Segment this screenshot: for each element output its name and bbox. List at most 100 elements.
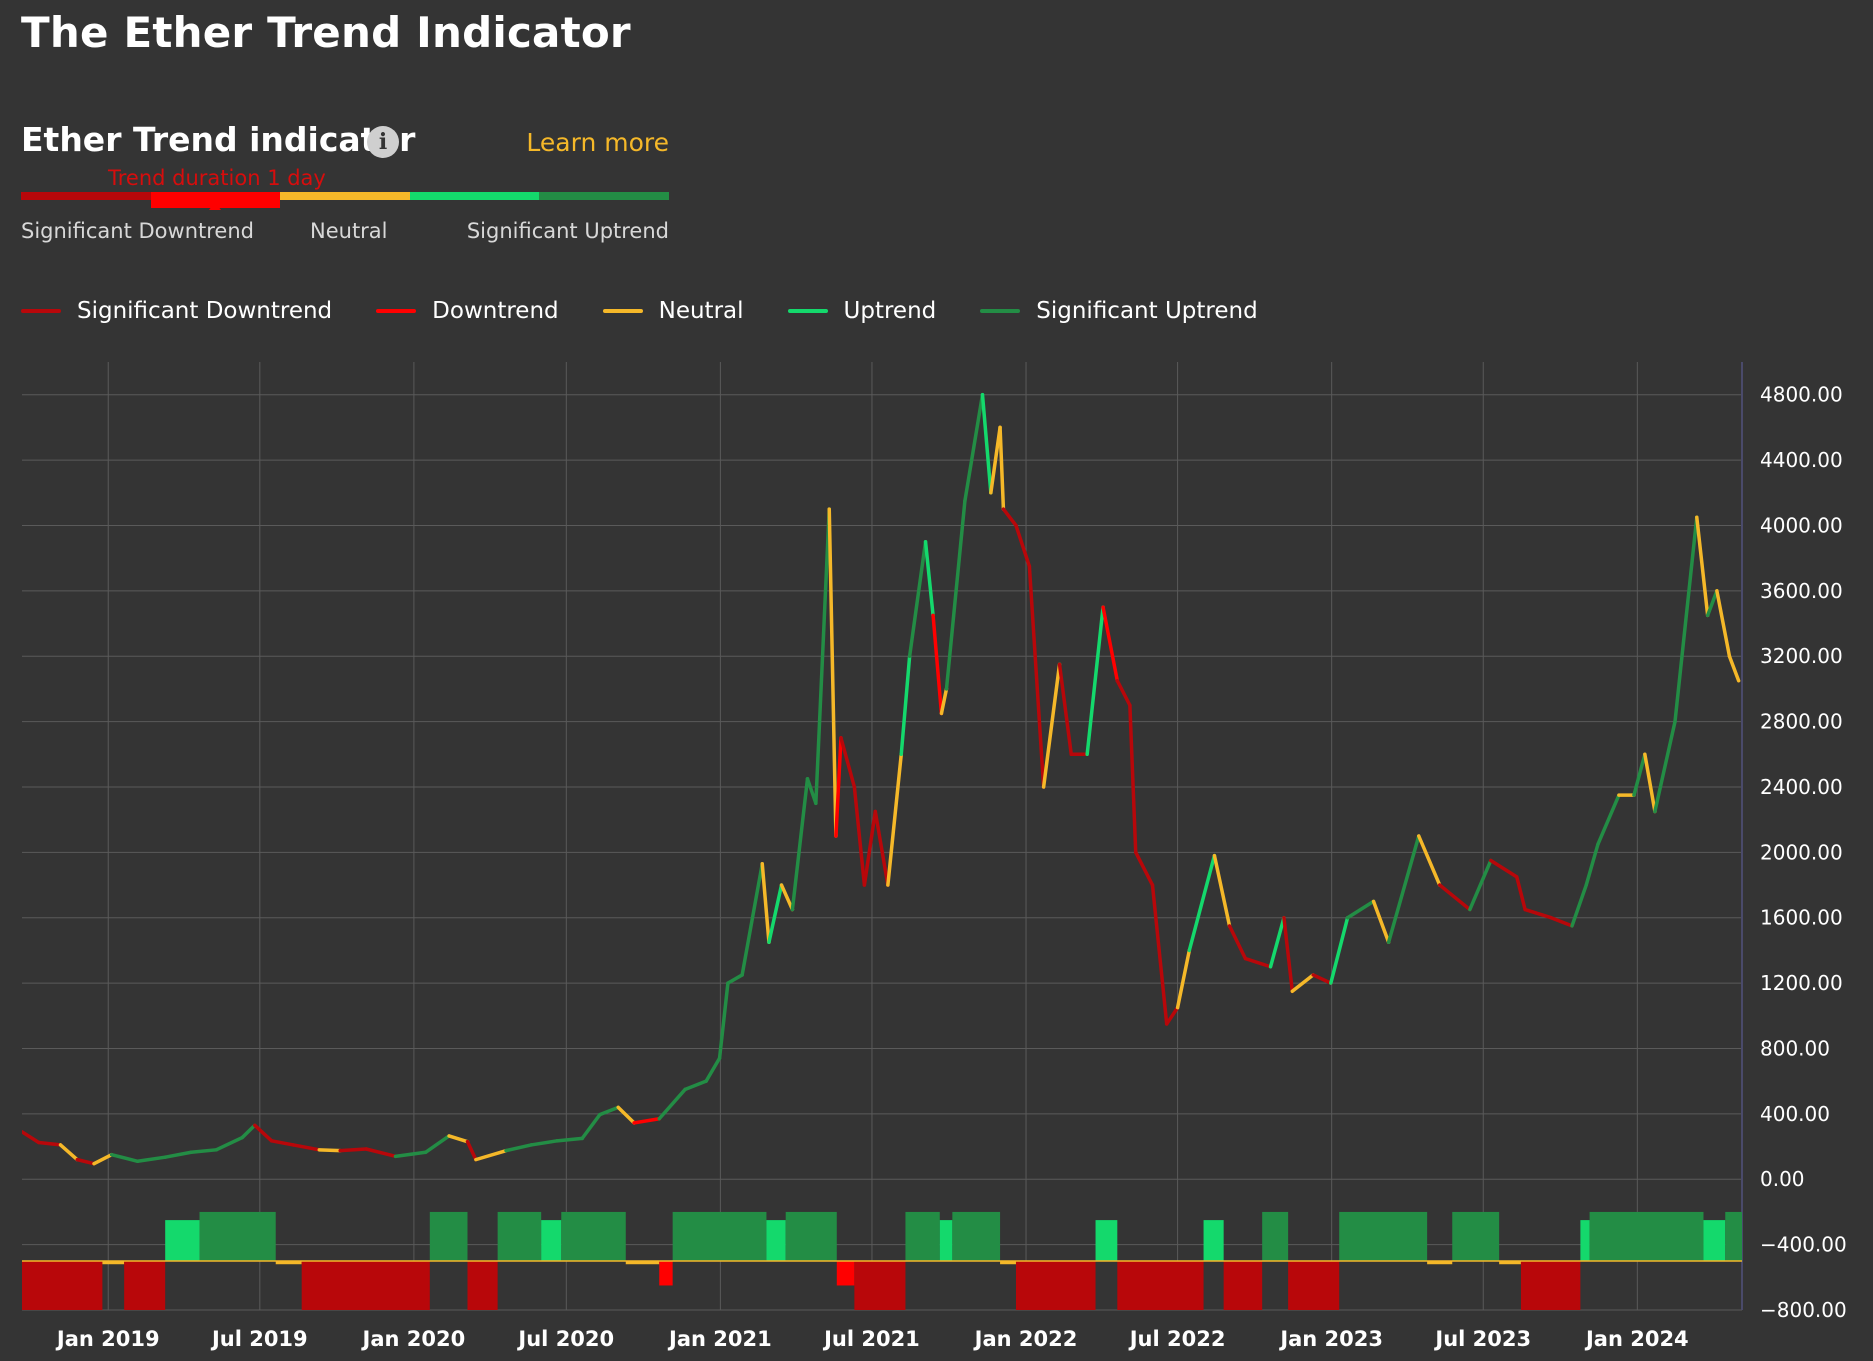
- y-tick-label: 2400.00: [1760, 775, 1843, 799]
- legend-item[interactable]: Significant Uptrend: [980, 298, 1258, 324]
- price-line-segment: [963, 392, 985, 503]
- price-line-segment: [1212, 853, 1232, 928]
- price-line-segment: [1014, 523, 1032, 569]
- price-line-segment: [1057, 662, 1074, 757]
- price-line-segment: [598, 1105, 620, 1117]
- trend-pointer-icon: [209, 202, 222, 210]
- trend-bar: [497, 1211, 542, 1261]
- price-line-segment: [814, 507, 831, 806]
- trend-bar: [275, 1260, 302, 1265]
- price-line-segment: [189, 1148, 219, 1155]
- price-line-segment: [886, 752, 904, 887]
- price-line-segment: [36, 1140, 63, 1147]
- trend-strength-bars: [22, 1211, 1742, 1310]
- legend-label: Uptrend: [843, 298, 937, 324]
- trend-bar: [1262, 1211, 1289, 1261]
- scale-label-significant-downtrend: Significant Downtrend: [21, 219, 254, 243]
- legend-item[interactable]: Uptrend: [787, 298, 937, 324]
- trend-bar: [1015, 1260, 1096, 1310]
- price-line-segment: [944, 499, 967, 691]
- legend-item[interactable]: Significant Downtrend: [21, 298, 332, 324]
- price-line-segment: [899, 654, 912, 757]
- trend-bar: [429, 1211, 468, 1261]
- y-tick-label: 2000.00: [1760, 840, 1843, 864]
- trend-scale-segment-significant-uptrend: [539, 192, 669, 200]
- trend-bar: [165, 1220, 200, 1261]
- price-line-segment: [135, 1155, 167, 1164]
- x-tick-label: Jan 2021: [667, 1327, 772, 1351]
- price-line-segment: [1695, 515, 1710, 618]
- legend-item[interactable]: Neutral: [602, 298, 744, 324]
- trend-bar: [836, 1260, 855, 1286]
- price-line-segment: [1371, 899, 1391, 944]
- price-line-segment: [827, 507, 838, 838]
- price-line-segment: [1027, 564, 1046, 789]
- price-line-segment: [1596, 793, 1621, 846]
- price-line-segment: [923, 540, 935, 618]
- price-line-segment: [1311, 973, 1333, 985]
- price-line-segment: [1489, 858, 1519, 879]
- trend-bar: [467, 1260, 498, 1310]
- price-line-segment: [989, 425, 1002, 495]
- price-line-segment: [240, 1123, 257, 1140]
- price-line-segment: [1468, 858, 1493, 912]
- y-tick-label: 4000.00: [1760, 513, 1843, 537]
- price-line-segment: [555, 1136, 584, 1143]
- price-line-segment: [1187, 853, 1217, 953]
- price-line-segment: [1549, 915, 1574, 928]
- legend-label: Significant Downtrend: [77, 298, 333, 324]
- price-line-segment: [1268, 915, 1286, 969]
- trend-bar: [1203, 1220, 1224, 1261]
- price-line-segment: [998, 425, 1006, 511]
- trend-bar: [22, 1260, 103, 1310]
- info-icon[interactable]: i: [367, 126, 399, 158]
- price-line-segment: [1523, 907, 1553, 920]
- price-line-segment: [760, 862, 771, 944]
- price-line-segment: [1227, 924, 1248, 961]
- price-line-segment: [163, 1150, 193, 1159]
- price-line-segment: [1643, 752, 1657, 814]
- y-tick-label: 2800.00: [1760, 710, 1843, 734]
- trend-bar: [301, 1260, 430, 1310]
- price-line-segment: [657, 1087, 687, 1121]
- trend-bar: [766, 1220, 786, 1261]
- trend-bar: [905, 1211, 940, 1261]
- price-line-segment: [1133, 850, 1155, 887]
- trend-bar: [1117, 1260, 1204, 1310]
- trend-bar: [1339, 1211, 1428, 1261]
- legend-swatch: [21, 309, 61, 313]
- price-line-segment: [1243, 956, 1273, 969]
- trend-bar: [1725, 1211, 1742, 1261]
- y-tick-label: −400.00: [1760, 1233, 1847, 1257]
- price-line-segment: [839, 736, 857, 789]
- price-line-segment: [1001, 507, 1018, 528]
- price-line-segment: [632, 1117, 662, 1125]
- price-line-segment: [862, 809, 878, 887]
- price-line-segment: [1514, 875, 1527, 912]
- price-line-segment: [1345, 899, 1376, 920]
- price-line-segment: [683, 1079, 708, 1092]
- learn-more-link[interactable]: Learn more: [526, 128, 669, 157]
- price-line-segment: [1715, 589, 1732, 658]
- price-line-segment: [580, 1112, 602, 1141]
- price-line-segment: [726, 973, 744, 985]
- price-line-segment: [1150, 883, 1169, 1026]
- price-line-segment: [767, 883, 784, 944]
- price-line-segment: [474, 1148, 508, 1162]
- trend-duration-label: Trend duration 1 day: [108, 166, 326, 190]
- price-line-segment: [1673, 515, 1699, 724]
- price-line-segment: [1164, 1005, 1180, 1026]
- page-title: The Ether Trend Indicator: [21, 8, 631, 57]
- price-line-segment: [75, 1157, 96, 1166]
- trend-bar: [785, 1211, 837, 1261]
- y-tick-label: −800.00: [1760, 1298, 1847, 1322]
- trend-bar: [672, 1211, 767, 1261]
- price-line-segment: [317, 1148, 342, 1153]
- price-line-segment: [1101, 605, 1120, 683]
- legend-swatch: [602, 309, 643, 313]
- x-tick-label: Jul 2020: [516, 1327, 614, 1351]
- y-tick-label: 800.00: [1760, 1036, 1830, 1060]
- x-tick-label: Jan 2022: [973, 1327, 1078, 1351]
- price-line-segment: [109, 1152, 140, 1164]
- legend-item[interactable]: Downtrend: [376, 298, 559, 324]
